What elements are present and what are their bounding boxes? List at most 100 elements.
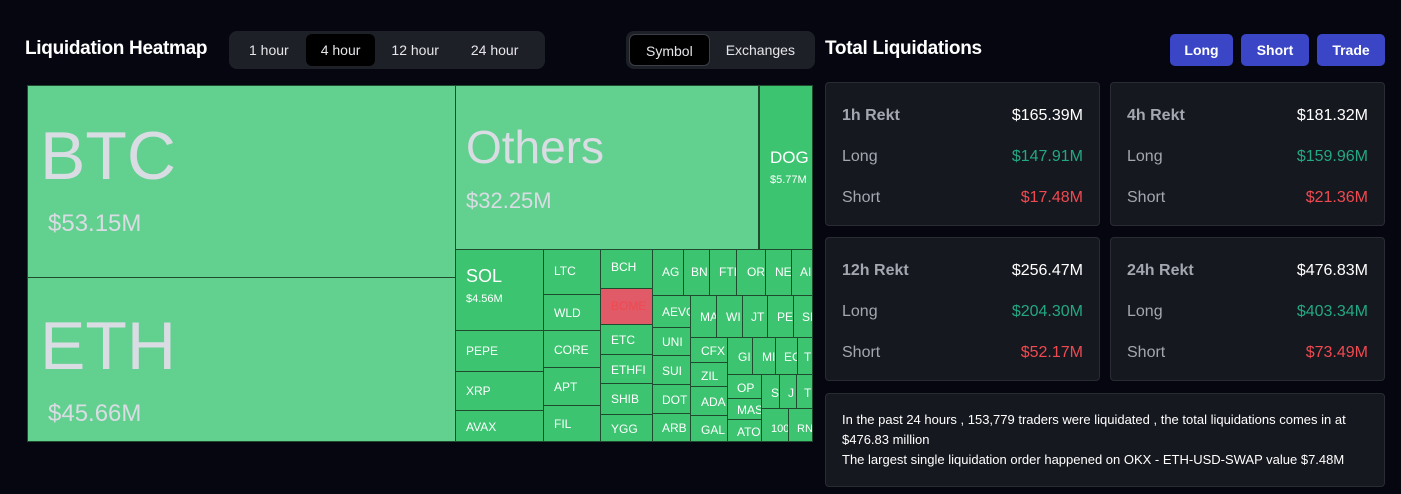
tab-exchanges[interactable]: Exchanges — [725, 42, 795, 58]
tile-symbol: BOME — [611, 299, 647, 313]
tile-fil[interactable]: FIL — [543, 405, 601, 442]
tile-gi[interactable]: GI — [727, 337, 753, 375]
tile-shib[interactable]: SHIB — [600, 383, 653, 415]
tile-wld[interactable]: WLD — [543, 294, 601, 331]
long-value: $204.30M — [1011, 303, 1083, 320]
tile-uni[interactable]: UNI — [652, 327, 691, 356]
tile-symbol: XRP — [466, 384, 491, 398]
tile-s[interactable]: S — [761, 374, 780, 409]
tile-symbol: ETHFI — [611, 363, 646, 377]
tile-amount: $32.25M — [466, 188, 552, 213]
tile-symbol: TI — [804, 350, 812, 364]
tile-100[interactable]: 100 — [761, 408, 789, 442]
short-button[interactable]: Short — [1241, 34, 1309, 66]
tile-mi[interactable]: MI — [752, 337, 776, 375]
tile-sol[interactable]: SOL $4.56M — [455, 249, 544, 331]
tile-doge[interactable]: DOG $5.77M — [759, 85, 813, 250]
tile-btc[interactable]: BTC $53.15M — [27, 85, 456, 278]
heatmap-title: Liquidation Heatmap — [25, 38, 208, 59]
tile-avax[interactable]: AVAX — [455, 410, 544, 442]
tile-mas[interactable]: MAS — [727, 398, 762, 420]
tile-wi[interactable]: WI — [716, 295, 743, 338]
tile-symbol: 100 — [771, 423, 789, 435]
tile-others[interactable]: Others $32.25M — [455, 85, 759, 250]
tile-symbol: PEPE — [466, 344, 499, 358]
tile-eth[interactable]: ETH $45.66M — [27, 277, 456, 442]
tile-zil[interactable]: ZIL — [690, 362, 728, 387]
tile-ma[interactable]: MA — [690, 295, 717, 338]
tile-ltc[interactable]: LTC — [543, 249, 601, 295]
tile-bch[interactable]: BCH — [600, 249, 653, 289]
tile-t[interactable]: T — [796, 374, 813, 409]
tile-symbol: LTC — [554, 264, 576, 278]
long-label: Long — [1127, 148, 1163, 165]
trade-button[interactable]: Trade — [1317, 34, 1385, 66]
tile-apt[interactable]: APT — [543, 367, 601, 406]
card-label: 24h Rekt — [1127, 262, 1194, 279]
tile-jt[interactable]: JT — [742, 295, 768, 338]
tile-ne[interactable]: NE — [765, 249, 792, 296]
tile-ft[interactable]: FTI — [709, 249, 737, 296]
tab-4-hour[interactable]: 4 hour — [305, 34, 376, 66]
card-24h-rekt: 24h Rekt $476.83M Long $403.34M Short $73.4… — [1110, 237, 1385, 381]
tile-symbol: T — [804, 386, 812, 400]
tile-ato[interactable]: ATO — [727, 419, 762, 442]
tile-symbol: JT — [751, 310, 765, 324]
total-liquidations-title: Total Liquidations — [825, 38, 982, 59]
tile-rn[interactable]: RN — [788, 408, 813, 442]
tile-etc[interactable]: ETC — [600, 324, 653, 355]
tile-symbol: SOL — [466, 266, 503, 286]
tile-cfx[interactable]: CFX — [690, 337, 728, 363]
tile-core[interactable]: CORE — [543, 330, 601, 368]
tile-ethfi[interactable]: ETHFI — [600, 354, 653, 384]
tile-arb[interactable]: ARB — [652, 413, 691, 442]
tile-symbol: BTC — [40, 118, 176, 194]
tab-1-hour[interactable]: 1 hour — [249, 42, 289, 58]
tile-symbol: GAL — [701, 423, 726, 437]
tile-symbol: Others — [466, 121, 605, 173]
tile-ag[interactable]: AG — [652, 249, 684, 296]
tile-symbol: FIL — [554, 417, 572, 431]
card-12h-rekt: 12h Rekt $256.47M Long $204.30M Short $52.1… — [825, 237, 1100, 381]
tile-symbol: ETC — [611, 333, 635, 347]
short-label: Short — [1127, 344, 1166, 361]
long-value: $159.96M — [1296, 148, 1368, 165]
tab-24-hour[interactable]: 24 hour — [470, 42, 519, 58]
tile-bn[interactable]: BN — [683, 249, 710, 296]
tile-pe[interactable]: PE — [767, 295, 794, 338]
short-value: $21.36M — [1305, 189, 1368, 206]
long-button[interactable]: Long — [1170, 34, 1233, 66]
tile-symbol: AG — [662, 265, 680, 279]
tile-symbol: SUI — [662, 364, 683, 378]
tile-symbol: SE — [802, 310, 812, 324]
tile-bome[interactable]: BOME — [600, 288, 653, 325]
tile-xrp[interactable]: XRP — [455, 371, 544, 411]
tab-symbol[interactable]: Symbol — [629, 34, 710, 66]
tile-symbol: GI — [738, 350, 751, 364]
tile-dot[interactable]: DOT — [652, 384, 691, 414]
tile-op[interactable]: OP — [727, 374, 762, 399]
card-label: 4h Rekt — [1127, 107, 1185, 124]
tile-symbol: OR — [747, 265, 765, 279]
tile-pepe[interactable]: PEPE — [455, 330, 544, 372]
tile-se[interactable]: SE — [793, 295, 813, 338]
tile-ada[interactable]: ADA — [690, 386, 728, 416]
tile-gal[interactable]: GAL — [690, 415, 728, 442]
short-value: $73.49M — [1305, 344, 1368, 361]
tile-sui[interactable]: SUI — [652, 355, 691, 385]
tile-symbol: WI — [726, 310, 741, 324]
long-value: $147.91M — [1011, 148, 1083, 165]
tile-ec[interactable]: EC — [775, 337, 798, 375]
tile-ai[interactable]: AI — [791, 249, 813, 296]
tile-ti[interactable]: TI — [797, 337, 813, 375]
tile-aevo[interactable]: AEVO — [652, 295, 691, 328]
time-range-selector: 1 hour 4 hour 12 hour 24 hour — [229, 31, 545, 69]
tile-symbol: FTI — [719, 265, 737, 279]
tile-symbol: YGG — [611, 422, 638, 436]
view-selector: Symbol Exchanges — [626, 31, 815, 69]
tile-or[interactable]: OR — [736, 249, 766, 296]
tile-symbol: SHIB — [611, 392, 640, 406]
tile-ygg[interactable]: YGG — [600, 414, 653, 442]
tile-j[interactable]: J — [779, 374, 797, 409]
tab-12-hour[interactable]: 12 hour — [391, 42, 439, 58]
